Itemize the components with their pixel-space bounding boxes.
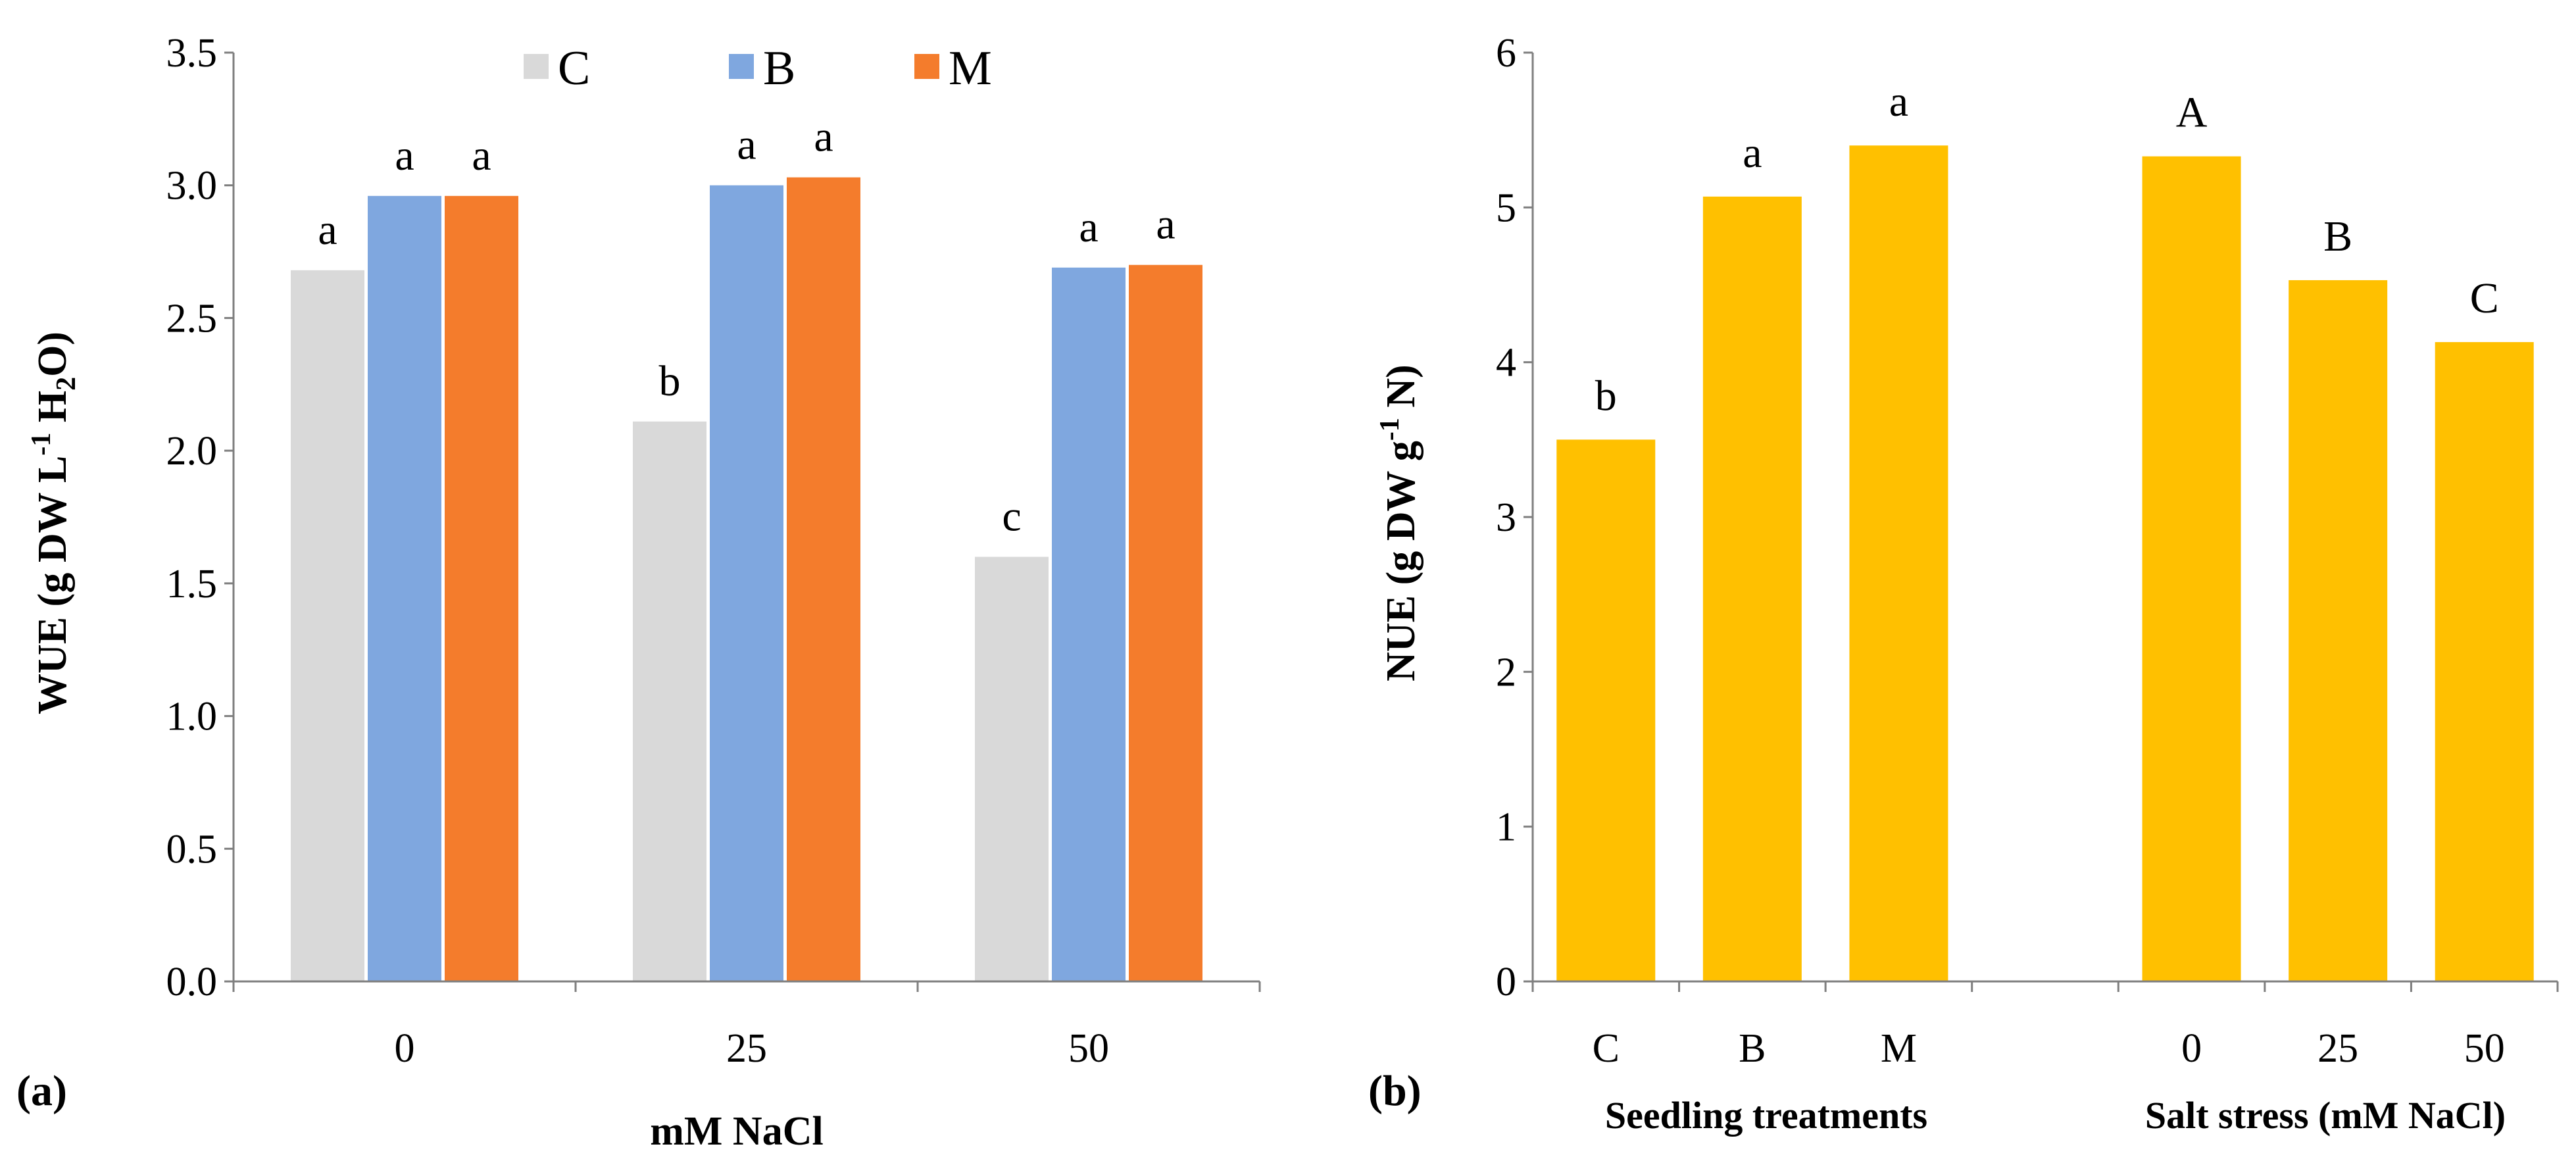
y-tick-label: 0.0 bbox=[166, 960, 218, 1004]
legend-label-M: M bbox=[949, 41, 992, 95]
bars-a: a a a b a a c a a bbox=[291, 113, 1202, 982]
y-tick-label: 2.0 bbox=[166, 429, 218, 474]
panel-label-b: (b) bbox=[1368, 1067, 1422, 1115]
significance-label: a bbox=[318, 206, 337, 254]
bar-C-0 bbox=[291, 270, 364, 982]
bar-B bbox=[1702, 196, 1802, 981]
panel-b-nue-chart: 0 1 2 3 4 5 6 b a a A B C C B M 0 25 50 NUE (g DW g-1 N)… bbox=[1368, 31, 2559, 1137]
y-tick-label: 6 bbox=[1496, 31, 1516, 76]
significance-label: a bbox=[1889, 78, 1908, 126]
y-tick-label: 3.5 bbox=[166, 31, 218, 76]
significance-label: a bbox=[395, 132, 414, 180]
legend-label-B: B bbox=[763, 41, 795, 95]
significance-label: b bbox=[659, 357, 681, 405]
x-tick-label: 0 bbox=[2181, 1026, 2202, 1071]
significance-label: a bbox=[1079, 203, 1098, 251]
significance-label: c bbox=[1002, 493, 1021, 541]
bar-M-0 bbox=[445, 195, 518, 981]
bar-B-25 bbox=[710, 185, 783, 981]
y-tick-label: 3 bbox=[1496, 495, 1516, 540]
y-tick-label: 0.5 bbox=[166, 827, 218, 872]
x-axis-b: C B M 0 25 50 bbox=[1531, 980, 2559, 1071]
bar-B-0 bbox=[368, 195, 441, 981]
legend-swatch-C bbox=[524, 54, 549, 79]
y-axis-title-a: WUE (g DW L-1 H2O) bbox=[26, 332, 82, 714]
x-tick-label: 50 bbox=[2464, 1026, 2505, 1071]
x-tick-label: 25 bbox=[2317, 1026, 2358, 1071]
x-tick-label: 50 bbox=[1068, 1026, 1109, 1071]
bar-0 bbox=[2142, 156, 2241, 981]
bar-M-50 bbox=[1129, 264, 1202, 981]
significance-label: B bbox=[2323, 212, 2352, 260]
bar-C-50 bbox=[975, 556, 1049, 981]
x-tick-label: 25 bbox=[726, 1026, 767, 1071]
x-axis-title-a: mM NaCl bbox=[650, 1109, 823, 1154]
y-tick-label: 4 bbox=[1496, 341, 1516, 385]
bar-M bbox=[1849, 145, 1948, 982]
legend-swatch-B bbox=[729, 54, 754, 79]
y-tick-label: 2 bbox=[1496, 650, 1516, 695]
bars-b: b a a A B C bbox=[1556, 78, 2534, 982]
x-tick-label: M bbox=[1881, 1026, 1917, 1071]
y-axis-b: 0 1 2 3 4 5 6 bbox=[1496, 31, 1534, 1004]
bar-C-25 bbox=[633, 421, 706, 981]
y-tick-label: 1 bbox=[1496, 805, 1516, 850]
group-title-seedling: Seedling treatments bbox=[1605, 1094, 1927, 1137]
y-axis-title-b: NUE (g DW g-1 N) bbox=[1375, 364, 1424, 681]
bar-M-25 bbox=[787, 177, 860, 981]
y-tick-label: 1.5 bbox=[166, 562, 218, 606]
legend-swatch-M bbox=[914, 54, 939, 79]
y-tick-label: 3.0 bbox=[166, 164, 218, 209]
x-tick-label: C bbox=[1593, 1026, 1620, 1071]
y-tick-label: 2.5 bbox=[166, 296, 218, 341]
y-tick-label: 1.0 bbox=[166, 695, 218, 739]
bar-25 bbox=[2289, 280, 2388, 982]
significance-label: a bbox=[737, 121, 756, 169]
y-tick-label: 5 bbox=[1496, 185, 1516, 230]
y-tick-label: 0 bbox=[1496, 960, 1516, 1004]
bar-50 bbox=[2435, 342, 2534, 981]
significance-label: a bbox=[814, 113, 833, 161]
panel-a-wue-chart: 0.0 0.5 1.0 1.5 2.0 2.5 3.0 3.5 a a a b a a c a a 0 25 50… bbox=[16, 31, 1261, 1154]
significance-label: A bbox=[2176, 89, 2208, 137]
x-axis-a: 0 25 50 bbox=[232, 980, 1261, 1071]
significance-label: a bbox=[1743, 129, 1762, 177]
legend-label-C: C bbox=[558, 41, 590, 95]
x-tick-label: 0 bbox=[395, 1026, 415, 1071]
panel-label-a: (a) bbox=[16, 1067, 67, 1115]
significance-label: a bbox=[472, 132, 491, 180]
bar-B-50 bbox=[1052, 267, 1126, 982]
significance-label: b bbox=[1595, 372, 1617, 420]
x-tick-label: B bbox=[1739, 1026, 1766, 1071]
significance-label: C bbox=[2470, 274, 2499, 322]
bar-C bbox=[1556, 439, 1656, 981]
significance-label: a bbox=[1156, 201, 1175, 249]
y-axis-a: 0.0 0.5 1.0 1.5 2.0 2.5 3.0 3.5 bbox=[166, 31, 235, 1004]
group-title-salt: Salt stress (mM NaCl) bbox=[2145, 1094, 2506, 1137]
